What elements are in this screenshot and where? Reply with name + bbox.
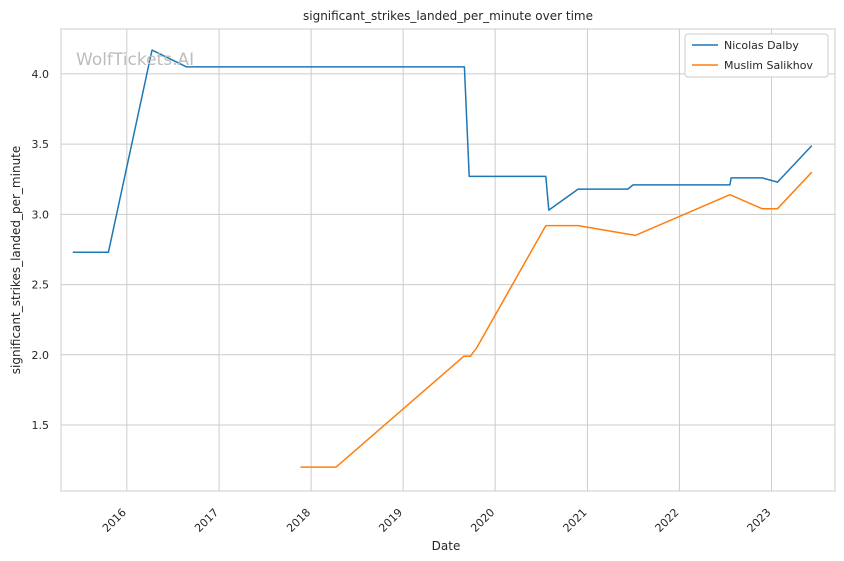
watermark: WolfTickets.AI [76,50,194,70]
x-tick-label: 2023 [745,506,774,535]
y-tick-label: 3.5 [32,138,50,151]
x-tick-label: 2017 [192,506,221,535]
legend-label: Nicolas Dalby [724,39,799,52]
plot-area [61,29,835,491]
legend-label: Muslim Salikhov [724,59,813,72]
plot-frame [60,28,836,492]
series-layer [72,49,813,468]
y-tick-labels: 1.5 2.0 2.5 3.0 3.5 4.0 [32,68,50,432]
x-tick-label: 2018 [284,506,313,535]
x-tick-label: 2021 [561,506,590,535]
x-tick-labels: 2016 2017 2018 2019 2020 2021 2022 2023 [100,506,774,535]
y-tick-label: 1.5 [32,419,50,432]
legend: Nicolas Dalby Muslim Salikhov [684,33,829,78]
series-line-1 [300,171,813,468]
series-line-0 [72,49,813,254]
legend-box [684,33,829,78]
x-tick-label: 2016 [100,506,129,535]
y-tick-label: 2.5 [32,279,50,292]
x-grid [126,29,772,491]
x-tick-label: 2022 [653,506,682,535]
y-tick-label: 4.0 [32,68,50,81]
y-tick-label: 3.0 [32,208,50,221]
x-tick-label: 2019 [376,506,405,535]
y-tick-label: 2.0 [32,349,50,362]
y-axis-label: significant_strikes_landed_per_minute [9,146,23,375]
chart-title: significant_strikes_landed_per_minute ov… [303,9,593,23]
x-tick-label: 2020 [468,506,497,535]
x-axis-label: Date [432,539,461,553]
